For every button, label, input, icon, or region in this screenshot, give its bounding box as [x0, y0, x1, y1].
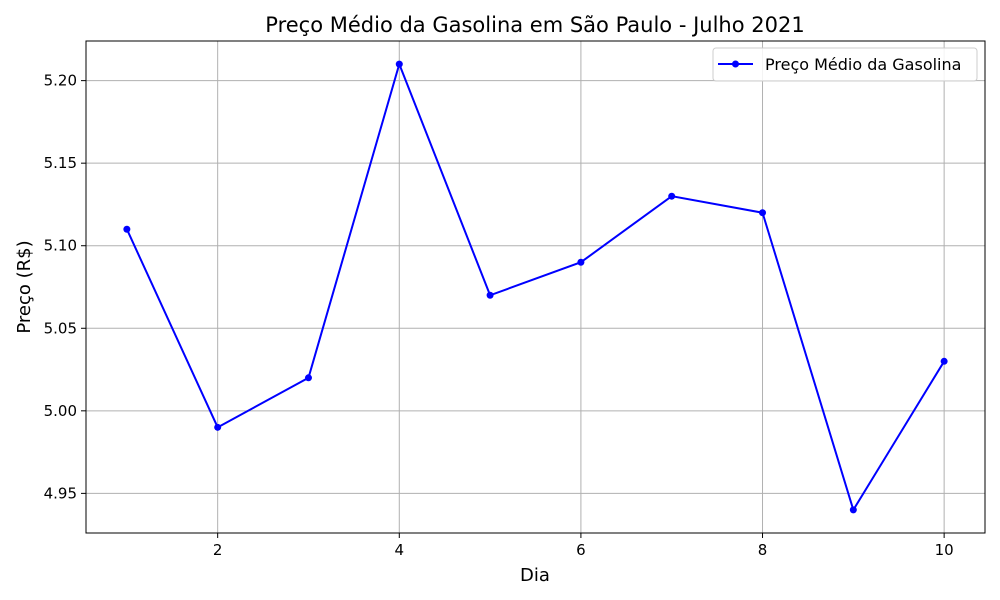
y-tick-label: 5.00: [44, 402, 77, 420]
legend-box: [712, 47, 978, 82]
data-point: [123, 225, 131, 233]
y-tick-label: 5.10: [44, 237, 77, 255]
series-line: [125, 61, 945, 513]
y-axis-label: Preço (R$): [14, 240, 35, 333]
y-tick-label: 5.15: [44, 154, 77, 172]
plot-area-frame: [85, 40, 986, 534]
axis-ticks: 2 4 6 8 10 4.95 5.00 5.05 5.10 5.15 5.20: [44, 72, 954, 559]
data-point: [849, 506, 857, 514]
x-tick-label: 2: [213, 541, 223, 559]
chart-title: Preço Médio da Gasolina em São Paulo - J…: [265, 13, 804, 37]
data-point: [668, 192, 676, 200]
y-tick-label: 4.95: [44, 484, 77, 502]
y-tick-label: 5.20: [44, 72, 77, 90]
grid-lines: [86, 41, 985, 533]
data-point: [395, 60, 403, 68]
data-point: [486, 291, 494, 299]
data-point: [214, 423, 222, 431]
data-point: [759, 209, 767, 217]
legend: Preço Médio da Gasolina: [712, 47, 978, 82]
data-point: [940, 357, 948, 365]
data-point: [304, 374, 312, 382]
legend-entry-label: Preço Médio da Gasolina: [765, 55, 961, 74]
legend-marker-swatch: [732, 60, 739, 68]
x-tick-label: 10: [935, 541, 954, 559]
x-axis-label: Dia: [520, 565, 550, 586]
y-tick-label: 5.05: [44, 319, 77, 337]
data-point: [577, 258, 585, 266]
series-layer: [123, 60, 948, 514]
x-tick-label: 8: [758, 541, 768, 559]
x-tick-label: 4: [395, 541, 405, 559]
x-tick-label: 6: [576, 541, 586, 559]
